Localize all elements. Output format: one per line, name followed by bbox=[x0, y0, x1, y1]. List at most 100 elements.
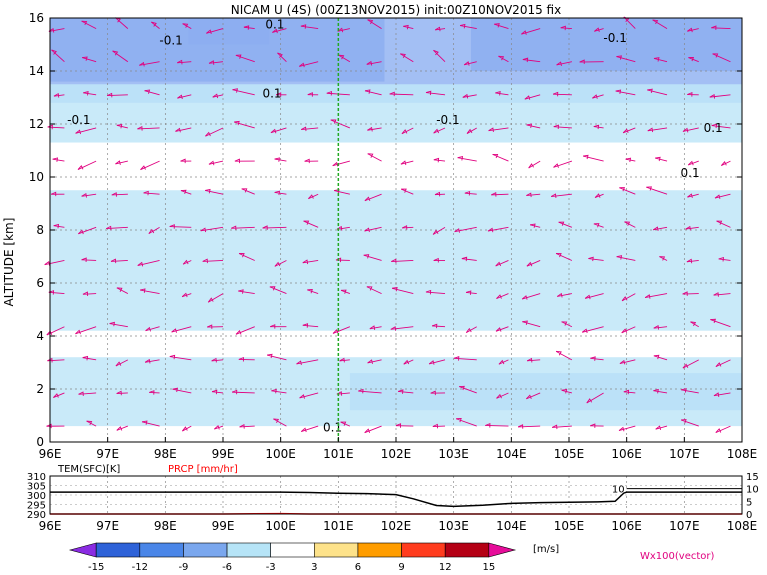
wind-vector bbox=[332, 160, 350, 167]
wind-vector-head bbox=[171, 328, 177, 333]
wind-vector-head bbox=[274, 261, 281, 267]
wind-vector-head bbox=[425, 90, 432, 96]
wind-vector bbox=[558, 221, 573, 228]
wind-vector-head bbox=[433, 157, 440, 163]
wind-vector-head bbox=[175, 127, 181, 133]
wind-vector-head bbox=[208, 60, 215, 65]
x-tick-label: 107E bbox=[669, 447, 700, 461]
wind-vector-head bbox=[182, 259, 189, 265]
wind-vector bbox=[526, 124, 541, 129]
wind-vector-head bbox=[106, 225, 112, 231]
wind-vector-head bbox=[296, 360, 302, 366]
wind-vector-head bbox=[304, 158, 310, 164]
wind-vector-head bbox=[556, 61, 562, 67]
contour-label: -0.1 bbox=[159, 34, 182, 48]
wind-vector-head bbox=[644, 294, 651, 299]
wind-vector bbox=[367, 19, 382, 29]
wind-vector-head bbox=[621, 296, 628, 302]
wind-vector-head bbox=[615, 89, 622, 94]
wind-vector-head bbox=[616, 55, 622, 60]
wind-vector-head bbox=[593, 124, 600, 130]
wind-vector bbox=[208, 160, 224, 165]
wind-vector-head bbox=[619, 187, 626, 192]
wind-vector-head bbox=[465, 290, 472, 295]
wind-vector-head bbox=[366, 60, 373, 66]
wind-vector bbox=[234, 121, 255, 129]
wind-vector bbox=[363, 254, 382, 261]
colorbar-tick-label: 9 bbox=[398, 562, 404, 573]
wind-vector bbox=[141, 421, 160, 427]
wind-vector bbox=[107, 94, 128, 97]
wind-vector bbox=[459, 386, 477, 394]
wind-vector bbox=[266, 354, 287, 361]
colorbar-tick-label: -6 bbox=[222, 562, 232, 573]
wind-vector bbox=[655, 425, 668, 430]
wind-vector-head bbox=[338, 54, 345, 60]
lower-right-tick-label: 5 bbox=[746, 497, 752, 508]
wind-vector-head bbox=[177, 59, 183, 65]
wind-vector-head bbox=[457, 156, 464, 161]
wind-vector-head bbox=[550, 193, 557, 199]
wind-vector bbox=[182, 425, 192, 432]
wind-vector-head bbox=[623, 389, 630, 395]
wind-vector bbox=[366, 61, 382, 65]
wind-vector-head bbox=[709, 93, 716, 99]
wind-vector-head bbox=[363, 254, 370, 259]
wind-vector bbox=[682, 359, 699, 369]
wind-vector-head bbox=[594, 193, 601, 198]
wind-vector bbox=[721, 160, 731, 166]
wind-vector-head bbox=[594, 27, 600, 33]
wind-vector bbox=[621, 293, 636, 302]
wind-vector-head bbox=[208, 160, 215, 166]
wind-vector-head bbox=[364, 196, 371, 202]
wind-vector-head bbox=[335, 257, 342, 263]
wind-vector bbox=[143, 192, 160, 195]
wind-vector-head bbox=[459, 385, 465, 391]
wind-vector-head bbox=[202, 258, 208, 264]
wind-vector-head bbox=[301, 126, 307, 132]
wind-vector bbox=[522, 293, 541, 300]
wind-vector bbox=[336, 226, 350, 230]
lower-left-tick-label: 305 bbox=[27, 482, 46, 493]
wind-vector bbox=[145, 359, 160, 363]
colorbar-tick-label: -15 bbox=[88, 562, 104, 573]
wind-vector-head bbox=[392, 286, 398, 292]
wind-vector-head bbox=[235, 329, 242, 335]
wind-vector-head bbox=[47, 124, 53, 130]
wind-vector bbox=[428, 359, 446, 365]
wind-vector-head bbox=[528, 163, 534, 169]
wind-vector-head bbox=[275, 92, 282, 97]
wind-vector bbox=[358, 390, 382, 394]
wind-vector-head bbox=[524, 95, 531, 100]
wind-vector-head bbox=[715, 362, 722, 367]
wind-vector bbox=[645, 293, 668, 299]
wind-vector-head bbox=[180, 158, 186, 164]
wind-vector bbox=[400, 160, 414, 165]
colorbar-tick-label: 3 bbox=[311, 562, 317, 573]
wind-vector-head bbox=[115, 160, 121, 165]
wind-vector bbox=[110, 260, 128, 262]
wind-vector bbox=[53, 392, 65, 398]
wind-vector bbox=[495, 326, 509, 332]
y-tick-label: 6 bbox=[36, 276, 44, 290]
wind-vector bbox=[522, 321, 541, 328]
wind-vector bbox=[115, 17, 129, 29]
wind-vector bbox=[367, 127, 382, 131]
wind-vector bbox=[106, 226, 128, 230]
x-tick-label: 98E bbox=[154, 447, 177, 461]
y-tick-label: 12 bbox=[29, 117, 44, 131]
lower-axes: 96E 97E 98E 99E 100E 101E 102E 103E 104E 105E 106E… bbox=[27, 472, 759, 533]
wind-vector-head bbox=[177, 94, 183, 100]
wind-vector-head bbox=[682, 291, 688, 296]
colorbar-tick-label: 6 bbox=[355, 562, 361, 573]
wind-vector-head bbox=[53, 92, 60, 98]
wind-vector bbox=[241, 188, 255, 195]
y-tick-label: 4 bbox=[36, 329, 44, 343]
wind-vector-head bbox=[652, 19, 659, 25]
wind-vector-head bbox=[390, 326, 397, 331]
wind-vector-head bbox=[232, 88, 238, 93]
wind-vector-head bbox=[682, 127, 689, 133]
vector-layer bbox=[44, 16, 731, 434]
lower-x-tick-label: 104E bbox=[496, 519, 527, 533]
wind-vector bbox=[212, 94, 224, 98]
